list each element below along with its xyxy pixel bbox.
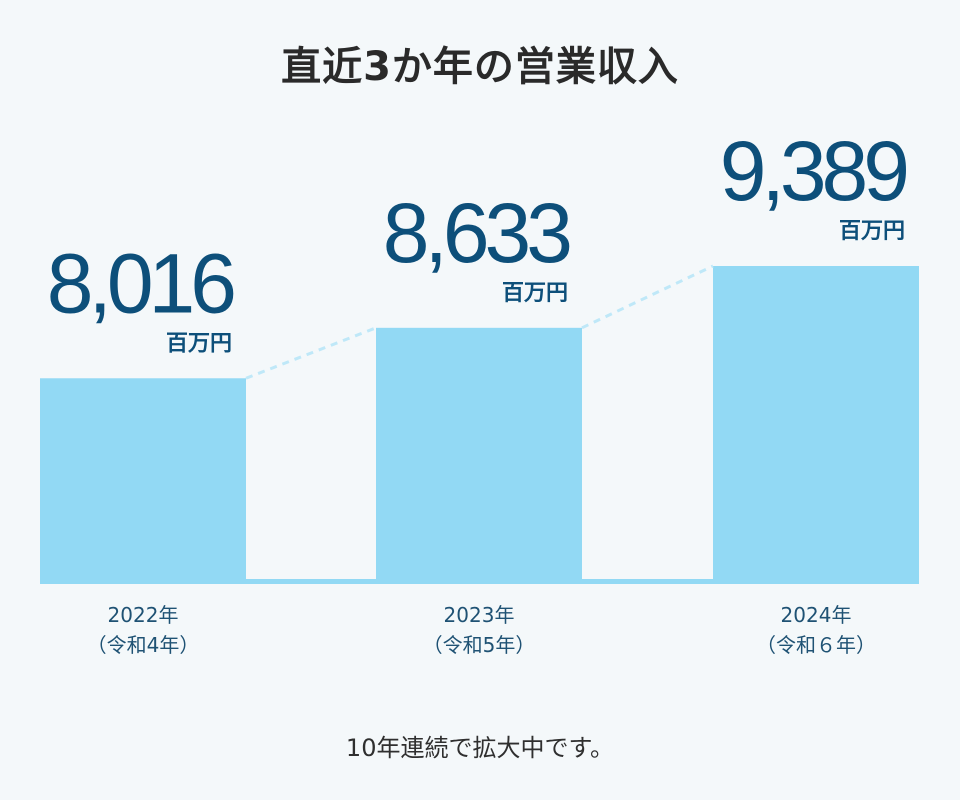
category-era-2: （令和5年）: [423, 633, 536, 657]
connector-line-2: [581, 264, 714, 330]
value-label-2: 8,633: [383, 186, 570, 280]
category-year-1: 2022年: [108, 603, 179, 627]
bar-3: [713, 266, 919, 584]
chart-title: 直近3か年の営業収入: [281, 44, 679, 90]
connector-line-1: [245, 326, 377, 380]
bar-2: [376, 327, 582, 584]
category-year-3: 2024年: [781, 603, 852, 627]
footer-note: 10年連続で拡大中です。: [345, 734, 615, 762]
category-era-1: （令和4年）: [87, 633, 200, 657]
category-year-2: 2023年: [444, 603, 515, 627]
unit-label-1: 百万円: [166, 331, 232, 356]
bar-1: [40, 378, 246, 584]
category-era-3: （令和６年）: [756, 633, 876, 657]
unit-label-2: 百万円: [502, 281, 568, 306]
value-label-1: 8,016: [47, 236, 234, 330]
value-label-3: 9,389: [720, 124, 906, 218]
unit-label-3: 百万円: [839, 219, 905, 244]
